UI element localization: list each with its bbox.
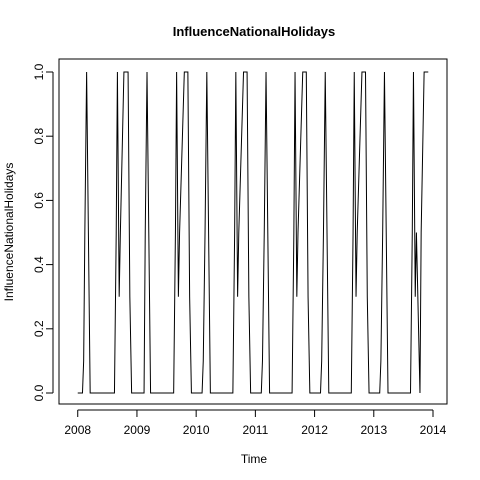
series-layer [77,71,429,394]
x-tick-label: 2009 [124,423,151,437]
y-axis-label: InfluenceNationalHolidays [2,163,16,302]
plot-frame [58,58,448,405]
x-axis: 2008 2009 2010 2011 2012 2013 2014 [64,409,447,437]
x-tick-label: 2008 [64,423,91,437]
x-tick-label: 2010 [183,423,210,437]
y-tick-label: 0.0 [32,384,46,401]
chart-title: InfluenceNationalHolidays [173,24,336,39]
x-tick-label: 2011 [242,423,268,437]
x-axis-label: Time [241,452,268,466]
x-tick-label: 2012 [301,423,328,437]
x-tick-label: 2014 [420,423,447,437]
y-tick-label: 0.6 [32,192,46,209]
y-tick-label: 0.4 [32,256,46,273]
y-tick-label: 0.2 [32,320,46,337]
x-tick-label: 2013 [360,423,387,437]
y-axis: 0.0 0.2 0.4 0.6 0.8 1.0 [32,63,54,401]
y-tick-label: 0.8 [32,128,46,145]
series-line [77,71,429,394]
y-tick-label: 1.0 [32,63,46,80]
